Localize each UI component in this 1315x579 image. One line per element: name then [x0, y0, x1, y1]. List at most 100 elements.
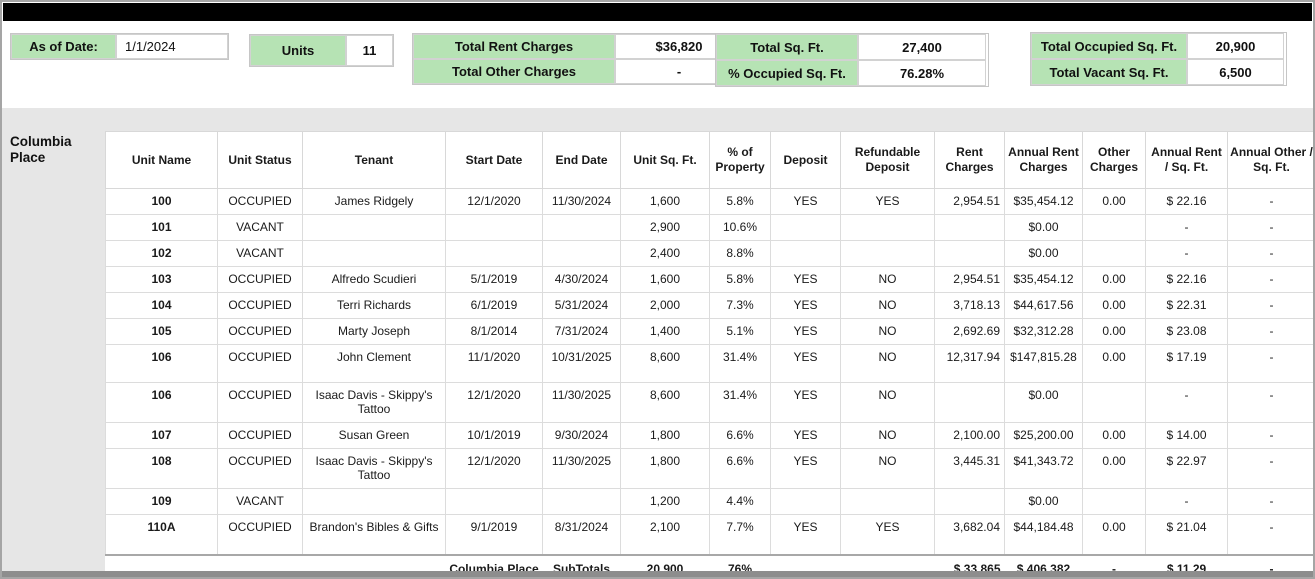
cell-annual-rent-charges: $0.00 — [1004, 214, 1083, 241]
cell-deposit — [770, 214, 841, 241]
cell-annual-rent-charges: $0.00 — [1004, 382, 1083, 423]
cell-unit-name: 101 — [105, 214, 218, 241]
as-of-date-input[interactable]: 1/1/2024 — [116, 34, 228, 59]
cell-deposit: YES — [770, 266, 841, 293]
units-box: Units 11 — [249, 34, 394, 67]
table-header-row: Unit Name Unit Status Tenant Start Date End … — [105, 131, 1313, 189]
cell-annual-other-per-sqft: - — [1227, 448, 1313, 489]
cell-tenant: Alfredo Scudieri — [302, 266, 446, 293]
cell-deposit: YES — [770, 188, 841, 215]
cell-annual-rent-per-sqft: $ 22.97 — [1145, 448, 1228, 489]
table-row: 110A OCCUPIED Brandon's Bibles & Gifts 9/1/… — [105, 514, 1313, 555]
cell-unit-status: OCCUPIED — [217, 448, 303, 489]
cell-refundable-deposit: NO — [840, 292, 935, 319]
cell-unit-name: 103 — [105, 266, 218, 293]
cell-rent-charges — [934, 240, 1005, 267]
column-header-start-date: Start Date — [445, 131, 543, 189]
total-sqft-value: 27,400 — [858, 34, 986, 60]
cell-tenant: Marty Joseph — [302, 318, 446, 345]
cell-tenant — [302, 240, 446, 267]
cell-unit-sqft: 1,800 — [620, 422, 710, 449]
bottom-window-edge — [2, 571, 1313, 577]
cell-rent-charges: 3,718.13 — [934, 292, 1005, 319]
cell-refundable-deposit: NO — [840, 266, 935, 293]
cell-refundable-deposit: NO — [840, 344, 935, 383]
cell-other-charges — [1082, 240, 1146, 267]
column-header-annual-rent-charges: Annual Rent Charges — [1004, 131, 1083, 189]
pct-occupied-sqft-label: % Occupied Sq. Ft. — [716, 60, 858, 86]
as-of-date-box: As of Date: 1/1/2024 — [10, 33, 229, 60]
cell-start-date: 5/1/2019 — [445, 266, 543, 293]
cell-end-date: 10/31/2025 — [542, 344, 621, 383]
rent-roll-table: Unit Name Unit Status Tenant Start Date End … — [105, 131, 1313, 577]
table-row: 105 OCCUPIED Marty Joseph 8/1/2014 7/31/2024… — [105, 318, 1313, 345]
cell-unit-status: VACANT — [217, 240, 303, 267]
cell-unit-sqft: 8,600 — [620, 344, 710, 383]
cell-annual-rent-per-sqft: $ 22.16 — [1145, 266, 1228, 293]
cell-unit-name: 100 — [105, 188, 218, 215]
cell-pct-of-property: 10.6% — [709, 214, 771, 241]
cell-unit-name: 107 — [105, 422, 218, 449]
cell-end-date: 4/30/2024 — [542, 266, 621, 293]
cell-pct-of-property: 7.7% — [709, 514, 771, 555]
cell-annual-rent-charges: $25,200.00 — [1004, 422, 1083, 449]
cell-start-date: 12/1/2020 — [445, 188, 543, 215]
cell-rent-charges: 3,682.04 — [934, 514, 1005, 555]
cell-deposit: YES — [770, 344, 841, 383]
cell-end-date: 9/30/2024 — [542, 422, 621, 449]
cell-start-date — [445, 214, 543, 241]
cell-tenant: Isaac Davis - Skippy's Tattoo — [302, 448, 446, 489]
cell-refundable-deposit: NO — [840, 448, 935, 489]
cell-annual-other-per-sqft: - — [1227, 214, 1313, 241]
table-row: 102 VACANT 2,400 8.8% $0.00 - - — [105, 240, 1313, 267]
table-row: 103 OCCUPIED Alfredo Scudieri 5/1/2019 4/30/… — [105, 266, 1313, 293]
cell-other-charges: 0.00 — [1082, 422, 1146, 449]
cell-start-date: 11/1/2020 — [445, 344, 543, 383]
cell-start-date: 10/1/2019 — [445, 422, 543, 449]
cell-rent-charges: 3,445.31 — [934, 448, 1005, 489]
as-of-date-label: As of Date: — [11, 34, 116, 59]
cell-rent-charges: 12,317.94 — [934, 344, 1005, 383]
cell-end-date: 11/30/2024 — [542, 188, 621, 215]
cell-other-charges — [1082, 382, 1146, 423]
total-occupied-sqft-label: Total Occupied Sq. Ft. — [1031, 33, 1187, 59]
column-header-pct-of-property: % of Property — [709, 131, 771, 189]
cell-unit-sqft: 1,200 — [620, 488, 710, 515]
cell-annual-rent-charges: $44,617.56 — [1004, 292, 1083, 319]
cell-pct-of-property: 5.8% — [709, 266, 771, 293]
cell-annual-rent-per-sqft: - — [1145, 214, 1228, 241]
total-vacant-sqft-value: 6,500 — [1187, 59, 1284, 85]
cell-annual-other-per-sqft: - — [1227, 344, 1313, 383]
cell-rent-charges — [934, 214, 1005, 241]
top-black-bar — [3, 3, 1312, 21]
table-row: 108 OCCUPIED Isaac Davis - Skippy's Tattoo… — [105, 448, 1313, 489]
cell-deposit: YES — [770, 292, 841, 319]
units-label: Units — [250, 35, 346, 66]
cell-annual-rent-per-sqft: $ 14.00 — [1145, 422, 1228, 449]
table-row: 106 OCCUPIED Isaac Davis - Skippy's Tattoo… — [105, 382, 1313, 423]
cell-unit-name: 108 — [105, 448, 218, 489]
cell-refundable-deposit: NO — [840, 382, 935, 423]
column-header-annual-rent-per-sqft: Annual Rent / Sq. Ft. — [1145, 131, 1228, 189]
column-header-other-charges: Other Charges — [1082, 131, 1146, 189]
cell-refundable-deposit — [840, 488, 935, 515]
cell-refundable-deposit: NO — [840, 318, 935, 345]
cell-rent-charges: 2,954.51 — [934, 266, 1005, 293]
cell-pct-of-property: 5.1% — [709, 318, 771, 345]
cell-unit-status: OCCUPIED — [217, 292, 303, 319]
cell-pct-of-property: 31.4% — [709, 344, 771, 383]
cell-unit-name: 110A — [105, 514, 218, 555]
cell-unit-sqft: 8,600 — [620, 382, 710, 423]
cell-annual-rent-charges: $32,312.28 — [1004, 318, 1083, 345]
cell-refundable-deposit — [840, 240, 935, 267]
cell-deposit: YES — [770, 448, 841, 489]
cell-tenant: Isaac Davis - Skippy's Tattoo — [302, 382, 446, 423]
cell-rent-charges — [934, 488, 1005, 515]
cell-annual-other-per-sqft: - — [1227, 292, 1313, 319]
cell-annual-rent-charges: $35,454.12 — [1004, 188, 1083, 215]
cell-unit-sqft: 1,400 — [620, 318, 710, 345]
cell-deposit: YES — [770, 382, 841, 423]
total-occupied-sqft-value: 20,900 — [1187, 33, 1284, 59]
cell-tenant: John Clement — [302, 344, 446, 383]
cell-unit-status: OCCUPIED — [217, 382, 303, 423]
